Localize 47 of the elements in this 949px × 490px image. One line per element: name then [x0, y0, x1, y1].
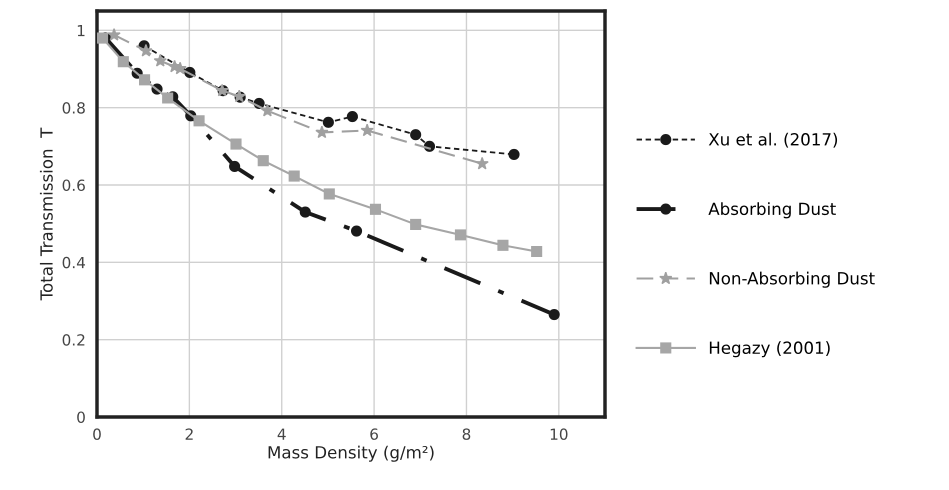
- legend-label: Absorbing Dust: [708, 202, 836, 218]
- point: [139, 44, 153, 57]
- point: [360, 124, 374, 136]
- y-tick-label: 0.8: [62, 102, 85, 114]
- point: [548, 308, 560, 320]
- legend-label: Hegazy (2001): [710, 341, 830, 358]
- point: [346, 111, 358, 122]
- y-tick-label: 0.2: [62, 334, 84, 346]
- y-tick-label: 0: [77, 411, 85, 424]
- y-tick-label: 0.6: [62, 179, 85, 192]
- y-tick-label: 1: [78, 25, 84, 36]
- y-tick-label: 0.4: [62, 256, 86, 268]
- point: [107, 28, 121, 41]
- point: [410, 218, 422, 230]
- point: [194, 115, 205, 126]
- point: [230, 138, 242, 150]
- x-tick-label: 0: [93, 428, 101, 440]
- point: [288, 170, 300, 182]
- y-axis-title: Total Transmission T: [40, 128, 53, 300]
- point: [118, 56, 129, 68]
- point: [322, 116, 334, 128]
- x-tick-label: 2: [186, 428, 193, 440]
- point: [139, 74, 150, 86]
- point: [97, 32, 108, 44]
- point: [370, 204, 382, 215]
- point: [162, 92, 174, 104]
- x-tick-label: 6: [370, 428, 378, 440]
- point: [154, 54, 167, 67]
- point: [258, 155, 269, 166]
- x-tick-label: 4: [278, 428, 286, 440]
- point: [260, 104, 274, 117]
- x-tick-label: 8: [462, 428, 470, 440]
- legend-label: Xu et al. (2017): [708, 132, 838, 148]
- point: [497, 240, 508, 251]
- point: [350, 225, 362, 237]
- x-axis-title: Mass Density (g/m²): [268, 446, 434, 462]
- point: [454, 229, 466, 240]
- legend-label: Non-Absorbing Dust: [710, 272, 875, 288]
- point: [410, 129, 422, 140]
- point: [476, 156, 489, 170]
- point: [531, 246, 542, 258]
- point: [508, 148, 520, 160]
- point: [315, 125, 329, 138]
- x-tick-label: 10: [550, 428, 568, 440]
- point: [324, 188, 335, 200]
- point: [229, 160, 240, 172]
- point: [300, 206, 311, 218]
